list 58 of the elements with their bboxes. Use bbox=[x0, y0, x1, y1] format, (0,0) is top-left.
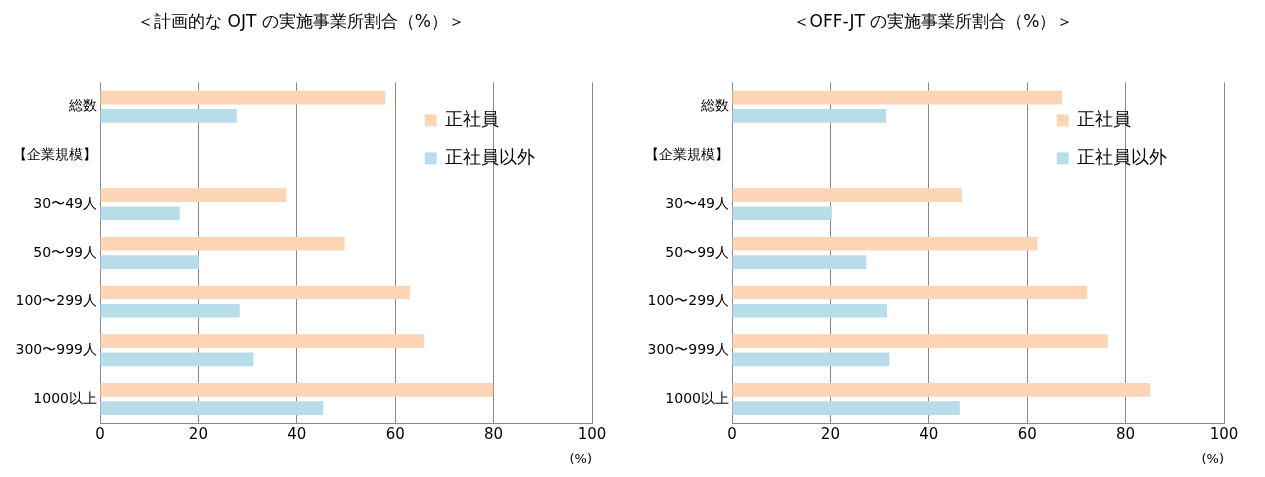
bar bbox=[732, 383, 1151, 397]
y-tick-label: 【企業規模】 bbox=[645, 146, 729, 163]
bar bbox=[100, 109, 237, 123]
bar bbox=[732, 236, 1038, 251]
x-tick-label: 20 bbox=[188, 425, 208, 444]
bar bbox=[100, 188, 287, 202]
bar bbox=[732, 109, 886, 123]
bar bbox=[100, 352, 254, 367]
bar bbox=[732, 303, 887, 318]
chart-title: ＜計画的な OJT の実施事業所割合（%）＞ bbox=[137, 10, 465, 31]
bar bbox=[100, 206, 180, 221]
bar bbox=[732, 334, 1108, 349]
bar bbox=[100, 401, 324, 416]
bar bbox=[100, 236, 345, 251]
bar bbox=[732, 255, 867, 269]
bar bbox=[732, 206, 832, 221]
x-axis-title: (%) bbox=[569, 450, 592, 466]
y-tick-label: 300〜999人 bbox=[15, 340, 97, 357]
x-tick-label: 100 bbox=[577, 425, 607, 444]
legend-label: 正社員 bbox=[444, 108, 499, 130]
y-tick-label: 総数 bbox=[700, 97, 729, 114]
y-tick-label: 300〜999人 bbox=[647, 340, 729, 357]
x-tick-label: 80 bbox=[484, 425, 504, 444]
y-tick-label: 100〜299人 bbox=[647, 292, 729, 309]
bar bbox=[100, 383, 494, 397]
bar bbox=[100, 285, 410, 300]
y-tick-label: 1000以上 bbox=[665, 389, 729, 406]
bar bbox=[100, 334, 425, 349]
x-tick-label: 80 bbox=[1116, 425, 1136, 444]
y-tick-label: 100〜299人 bbox=[15, 292, 97, 309]
bar bbox=[100, 255, 199, 269]
bar bbox=[732, 285, 1088, 300]
legend-label: 正社員以外 bbox=[1076, 146, 1167, 168]
y-tick-label: 30〜49人 bbox=[33, 194, 97, 211]
x-tick-label: 20 bbox=[820, 425, 840, 444]
x-tick-label: 60 bbox=[1017, 425, 1037, 444]
chart-title: ＜OFF-JT の実施事業所割合（%）＞ bbox=[792, 10, 1074, 31]
x-tick-label: 0 bbox=[727, 425, 737, 444]
bar bbox=[732, 90, 1063, 105]
x-tick-label: 40 bbox=[287, 425, 307, 444]
legend-label: 正社員 bbox=[1076, 108, 1131, 130]
y-tick-label: 50〜99人 bbox=[665, 243, 729, 260]
y-tick-label: 30〜49人 bbox=[665, 194, 729, 211]
y-tick-label: 50〜99人 bbox=[33, 243, 97, 260]
x-tick-label: 60 bbox=[385, 425, 405, 444]
bar bbox=[100, 90, 386, 105]
bar bbox=[100, 303, 240, 318]
bar bbox=[732, 401, 960, 416]
bar bbox=[732, 188, 962, 202]
y-tick-label: 1000以上 bbox=[33, 389, 97, 406]
x-tick-label: 0 bbox=[95, 425, 105, 444]
x-tick-label: 40 bbox=[919, 425, 939, 444]
legend-label: 正社員以外 bbox=[444, 146, 535, 168]
x-tick-label: 100 bbox=[1209, 425, 1239, 444]
y-tick-label: 【企業規模】 bbox=[13, 146, 97, 163]
x-axis-title: (%) bbox=[1201, 450, 1224, 466]
y-tick-label: 総数 bbox=[68, 97, 97, 114]
bar bbox=[732, 352, 890, 367]
